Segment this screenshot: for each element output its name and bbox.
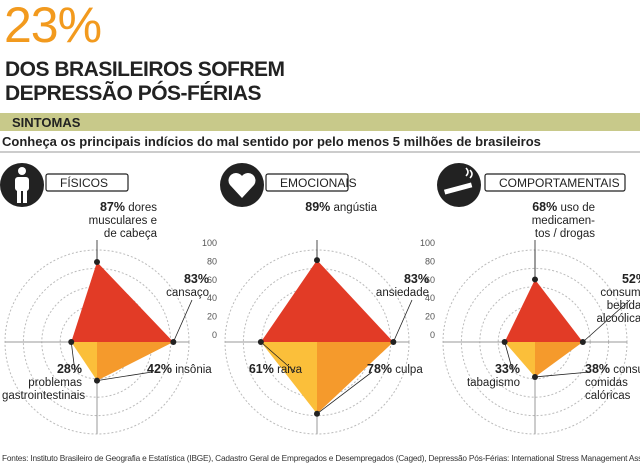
leader-line — [534, 371, 591, 378]
y-tick-label: 80 — [207, 256, 217, 266]
category-label: cansaço — [166, 286, 209, 299]
y-tick-label: 0 — [430, 330, 435, 340]
leader-line — [316, 371, 373, 415]
data-label: 89% angústia — [305, 200, 377, 215]
data-point — [314, 257, 320, 264]
category-label: insônia — [175, 364, 212, 376]
data-point — [579, 339, 586, 345]
icon-person — [0, 163, 44, 207]
data-point — [390, 339, 397, 345]
section-bar: SINTOMAS — [0, 113, 640, 131]
value-label: 61% — [248, 362, 274, 376]
leader-line — [504, 341, 514, 373]
data-point — [68, 339, 75, 345]
leader-line — [260, 341, 296, 373]
value-label: 89% — [305, 200, 331, 214]
y-tick-label: 0 — [212, 330, 217, 340]
y-tick-label: 40 — [425, 293, 435, 303]
headline: DEPRESSÃO PÓS-FÉRIAS — [5, 82, 262, 105]
leader-line — [70, 341, 76, 373]
data-label: 52% consumo bebidas alcoólicas — [587, 272, 640, 326]
y-tick-label: 60 — [425, 275, 435, 285]
category-label: tabagismo — [466, 376, 520, 389]
footer: Fontes: Instituto Brasileiro de Geografi… — [2, 453, 640, 463]
category-label: angústia — [333, 202, 377, 214]
data-point — [94, 258, 100, 265]
y-tick-label: 20 — [425, 312, 435, 322]
data-point — [257, 339, 264, 345]
category-label: consumo comidas calóricas — [585, 364, 640, 402]
category-label: problemas gastrointestinais — [2, 376, 86, 402]
category-label: consumo bebidas alcoólicas — [596, 286, 640, 325]
subtitle: Conheça os principais indícios do mal se… — [2, 134, 541, 149]
radar-lower-right — [535, 342, 583, 377]
title-box — [484, 173, 626, 192]
title-box — [265, 173, 349, 192]
value-label: 83% — [403, 272, 429, 286]
radar-upper — [260, 260, 394, 342]
radar-lower-left — [504, 342, 535, 377]
data-label: 42% insônia — [147, 362, 222, 377]
radar-lower-left — [260, 342, 317, 414]
data-label: 83% ansiedade — [369, 272, 429, 300]
radar-lower-left — [71, 342, 97, 381]
icon-cigarette — [437, 163, 481, 207]
data-point — [94, 377, 100, 384]
leader-line — [172, 299, 193, 343]
headline: DOS BRASILEIROS SOFREM — [5, 58, 285, 81]
value-label: 68% — [532, 200, 558, 214]
value-label: 28% — [56, 362, 82, 376]
value-label: 87% — [99, 200, 126, 214]
y-tick-label: 40 — [207, 293, 217, 303]
chart-title: COMPORTAMENTAIS — [499, 176, 620, 190]
chart-title: EMOCIONAIS — [280, 176, 357, 190]
section-title: SINTOMAS — [12, 115, 81, 130]
radar-lower-right — [317, 342, 394, 414]
data-label: 38% consumo comidas calóricas — [585, 362, 640, 403]
value-label: 78% — [367, 362, 393, 376]
chart-title: FÍSICOS — [60, 176, 109, 190]
data-label: 78% culpa — [367, 362, 442, 377]
value-label: 33% — [494, 362, 520, 376]
data-label: 28% problemas gastrointestinais — [2, 362, 86, 403]
data-point — [314, 410, 320, 417]
category-label: raiva — [277, 364, 302, 376]
radar-lower-right — [97, 342, 174, 381]
y-tick-label: 100 — [420, 238, 435, 248]
leader-line — [96, 371, 153, 382]
y-tick-label: 60 — [207, 275, 217, 285]
y-tick-label: 100 — [202, 238, 217, 248]
data-label: 61% raiva — [222, 362, 302, 377]
value-label: 83% — [183, 272, 209, 286]
radar-upper — [71, 261, 174, 342]
category-label: culpa — [395, 364, 423, 376]
leader-line — [582, 299, 631, 343]
category-label: dores musculares e de cabeça — [88, 202, 157, 240]
data-label: 68% uso de medicamen- tos / drogas — [523, 200, 595, 241]
radar-upper — [504, 279, 583, 342]
category-label: uso de medicamen- tos / drogas — [531, 202, 595, 240]
icon-heart — [220, 163, 264, 207]
data-point — [501, 339, 508, 345]
data-point — [170, 339, 177, 345]
title-box — [45, 173, 129, 192]
data-label: 83% cansaço — [149, 272, 209, 300]
leader-line — [392, 299, 413, 343]
data-point — [532, 373, 538, 380]
y-tick-label: 80 — [425, 256, 435, 266]
data-point — [532, 276, 538, 283]
data-label: 33% tabagismo — [440, 362, 520, 390]
data-label: 87% dores musculares e de cabeça — [85, 200, 157, 241]
y-tick-label: 20 — [207, 312, 217, 322]
value-label: 42% — [147, 362, 173, 376]
value-label: 38% — [585, 362, 611, 376]
category-label: ansiedade — [375, 286, 429, 299]
stat: 23% — [4, 0, 102, 53]
value-label: 52% — [621, 272, 640, 286]
